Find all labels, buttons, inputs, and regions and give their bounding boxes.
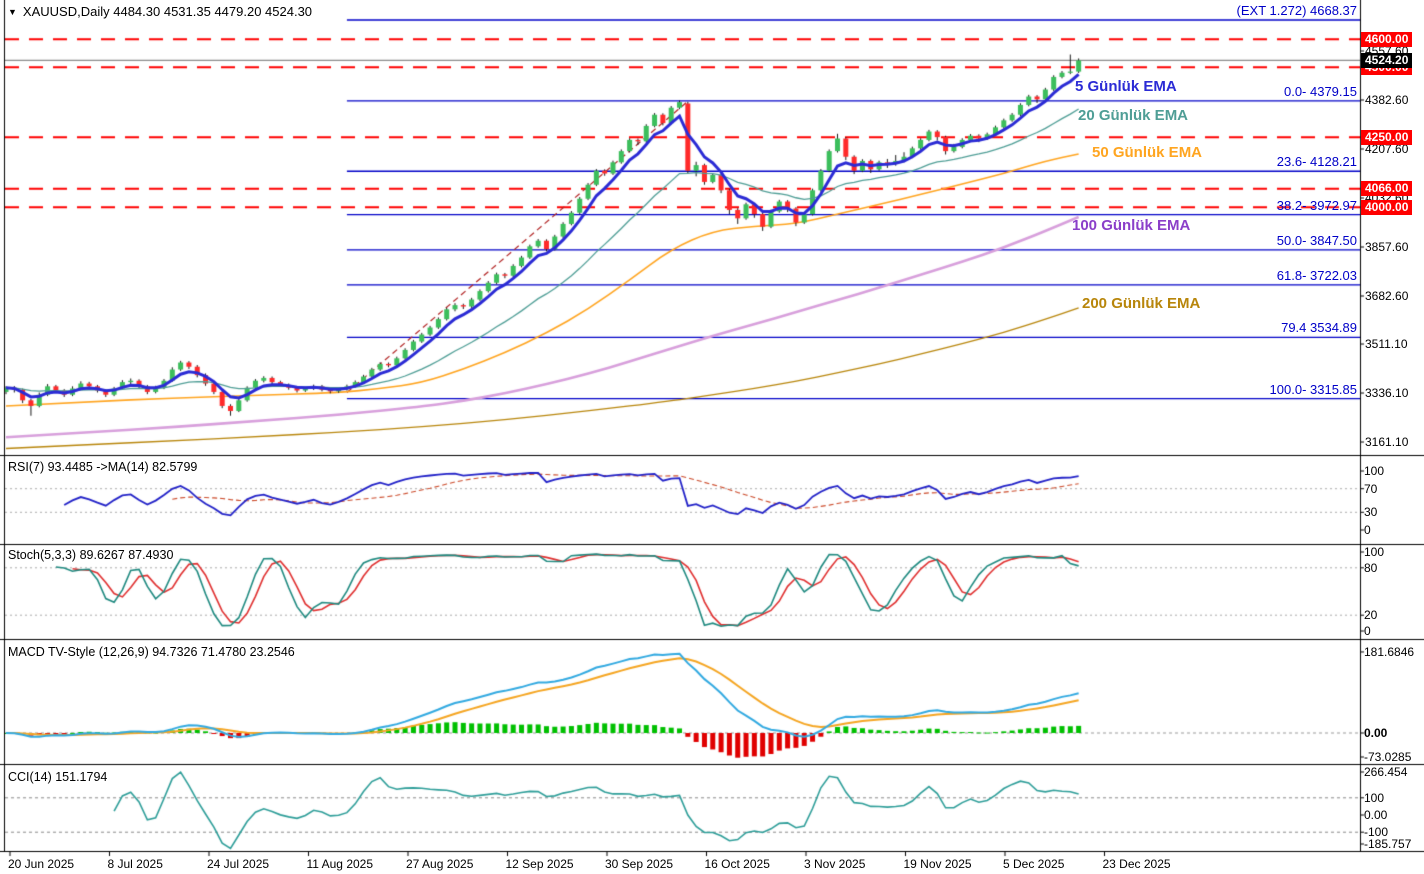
chart-canvas[interactable] — [0, 0, 1424, 874]
trading-chart-window: ▼ XAUUSD,Daily 4484.30 4531.35 4479.20 45… — [0, 0, 1424, 874]
